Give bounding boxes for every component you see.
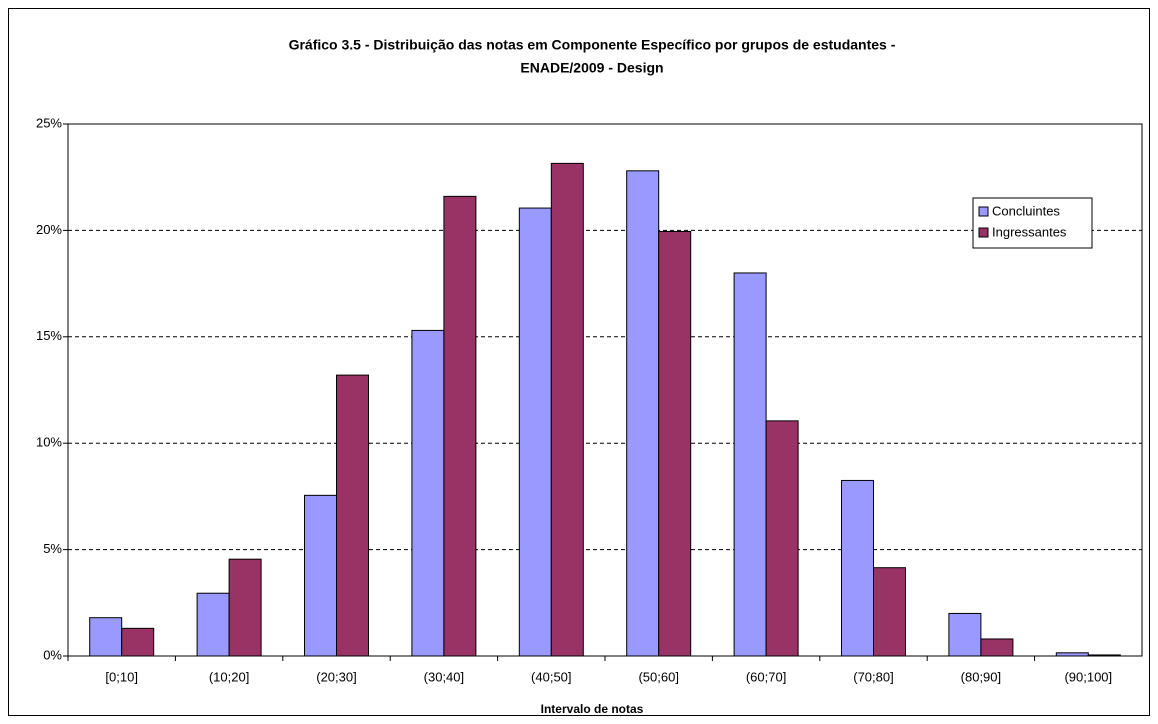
bar [411,329,445,657]
x-tick-label: (50;60] [638,669,678,684]
x-tick-label: (20;30] [316,669,356,684]
bar [304,494,337,657]
bar [518,207,552,657]
chart-title: ENADE/2009 - Design [520,60,663,76]
legend-swatch [978,206,989,217]
y-tick-label: 25% [36,115,62,130]
x-tick-label: (30;40] [424,669,464,684]
x-tick-label: [0;10] [105,669,138,684]
bar [89,617,123,657]
y-tick-label: 20% [36,222,62,237]
bar [873,567,906,657]
legend [972,197,1093,249]
bar [980,638,1014,657]
x-tick-label: (10;20] [209,669,249,684]
bar [196,592,230,657]
x-axis-title: Intervalo de notas [541,702,644,716]
legend-label: Concluintes [992,203,1060,218]
y-tick-label: 10% [36,435,62,450]
bar [626,170,660,657]
bar [228,558,262,657]
bar [733,272,767,657]
y-tick-label: 5% [43,541,62,556]
bar [1055,652,1089,657]
x-tick-label: (70;80] [853,669,893,684]
bar [550,162,584,657]
x-tick-label: (40;50] [531,669,571,684]
bar [948,612,982,657]
legend-swatch [978,227,989,238]
y-tick-label: 15% [36,328,62,343]
bar [765,420,799,657]
bar [443,195,477,657]
chart-title: Gráfico 3.5 - Distribuição das notas em … [289,37,896,53]
y-tick-label: 0% [43,647,62,662]
bar [841,479,874,657]
x-tick-label: (80;90] [961,669,1001,684]
bar [658,230,692,657]
bar [121,627,155,657]
x-tick-label: (60;70] [746,669,786,684]
x-tick-label: (90;100] [1064,669,1112,684]
bar [1087,654,1121,657]
legend-label: Ingressantes [992,224,1067,239]
bar [336,374,369,657]
